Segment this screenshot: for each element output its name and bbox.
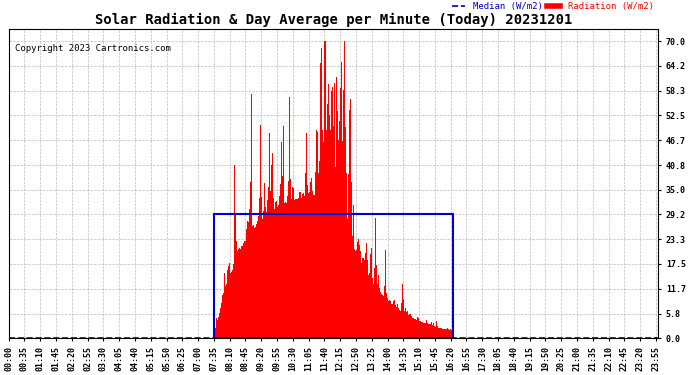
Title: Solar Radiation & Day Average per Minute (Today) 20231201: Solar Radiation & Day Average per Minute… (95, 13, 572, 27)
Legend: Median (W/m2), Radiation (W/m2): Median (W/m2), Radiation (W/m2) (452, 2, 653, 11)
Text: Copyright 2023 Cartronics.com: Copyright 2023 Cartronics.com (15, 44, 171, 53)
Bar (214, 214, 453, 338)
